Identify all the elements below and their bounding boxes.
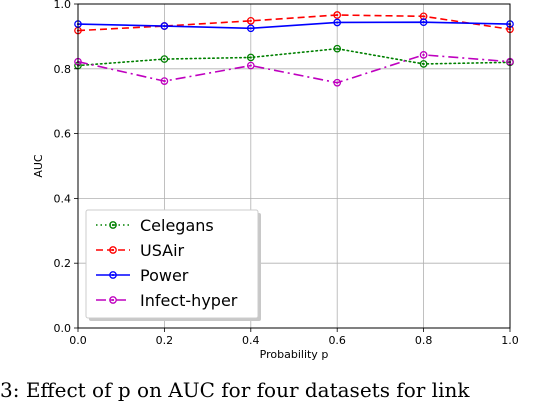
legend-marker-center-celegans [111, 223, 115, 227]
data-point-power [419, 18, 428, 26]
data-point-center-celegans [336, 47, 339, 50]
series-layer [74, 11, 514, 87]
legend-entry-power: Power [96, 266, 189, 285]
legend-label-power: Power [140, 266, 189, 285]
data-point-infect-hyper [246, 61, 255, 70]
legend-marker-center-infect-hyper [111, 298, 115, 302]
data-point-center-usair [422, 15, 425, 18]
data-point-power [160, 22, 169, 30]
data-point-center-infect-hyper [422, 53, 425, 56]
data-point-center-infect-hyper [249, 64, 252, 67]
series-power [74, 18, 514, 33]
series-celegans [74, 44, 514, 70]
data-point-celegans [333, 44, 342, 53]
legend-marker-infect-hyper [109, 296, 117, 304]
y-tick-label: 0.4 [54, 192, 72, 205]
data-point-center-power [336, 21, 339, 24]
y-axis-label: AUC [32, 154, 45, 178]
data-point-center-infect-hyper [336, 81, 339, 84]
legend-entry-usair: USAir [96, 241, 185, 260]
data-point-infect-hyper [419, 51, 428, 59]
x-tick-label: 1.0 [501, 334, 519, 347]
x-tick-label: 0.4 [242, 334, 260, 347]
series-line-usair [77, 14, 511, 32]
y-tick-label: 0.6 [54, 128, 72, 141]
x-tick-label: 0.6 [328, 334, 346, 347]
figure-caption: 3: Effect of p on AUC for four datasets … [0, 378, 470, 402]
legend-label-usair: USAir [140, 241, 185, 260]
x-tick-label: 0.2 [156, 334, 174, 347]
data-point-center-infect-hyper [163, 80, 166, 83]
data-point-usair [246, 16, 255, 25]
x-tick-label: 0.8 [415, 334, 433, 347]
y-tick-label: 0.2 [54, 257, 72, 270]
series-line-celegans [77, 47, 511, 67]
data-point-infect-hyper [160, 77, 169, 85]
legend-label-infect-hyper: Infect-hyper [140, 291, 238, 310]
legend-entry-infect-hyper: Infect-hyper [96, 291, 238, 310]
data-point-celegans [160, 55, 169, 63]
legend-marker-center-power [111, 273, 115, 277]
data-point-celegans [246, 53, 255, 62]
series-line-power [77, 21, 511, 30]
legend: Celegans USAir Power Infect-hyper [85, 209, 261, 321]
data-point-center-power [422, 21, 425, 24]
y-axis-ticks: 0.0 0.2 0.4 0.6 0.8 1.0 [54, 0, 78, 335]
legend-marker-center-usair [111, 248, 115, 252]
legend-entry-celegans: Celegans [96, 216, 214, 235]
data-point-power [246, 24, 255, 33]
y-tick-label: 0.0 [54, 322, 72, 335]
data-point-center-usair [336, 13, 339, 17]
legend-label-celegans: Celegans [140, 216, 214, 235]
y-tick-label: 1.0 [54, 0, 72, 11]
data-point-center-celegans [422, 62, 425, 66]
plot-frame [77, 3, 511, 329]
legend-marker-celegans [109, 221, 117, 229]
data-point-center-power [163, 24, 166, 28]
data-point-center-celegans [163, 57, 166, 61]
legend-box [85, 209, 259, 319]
legend-marker-usair [109, 246, 117, 254]
data-point-center-usair [249, 19, 252, 22]
data-point-usair [333, 11, 342, 19]
data-point-center-celegans [249, 56, 252, 59]
legend-marker-power [109, 271, 117, 279]
x-axis-ticks: 0.0 0.2 0.4 0.6 0.8 1.0 [69, 328, 519, 347]
data-point-infect-hyper [333, 78, 342, 87]
x-axis-label: Probability p [260, 348, 329, 361]
x-tick-label: 0.0 [69, 334, 87, 347]
data-point-power [333, 18, 342, 27]
data-point-center-power [249, 27, 252, 30]
data-point-celegans [419, 60, 428, 68]
y-tick-label: 0.8 [54, 63, 72, 76]
series-line-infect-hyper [77, 54, 511, 84]
